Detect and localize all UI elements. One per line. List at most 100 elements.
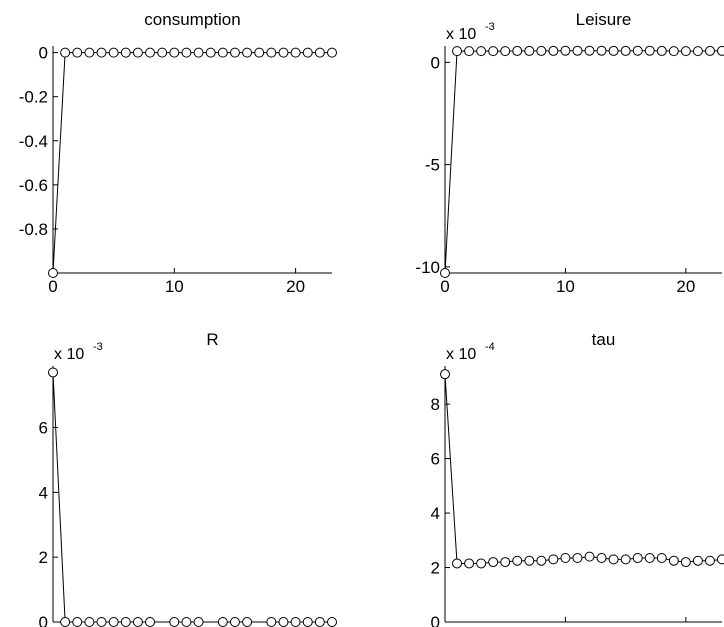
y-tick-label: 0	[431, 613, 440, 627]
data-point	[242, 47, 253, 58]
data-point	[72, 47, 83, 58]
data-point	[84, 617, 95, 627]
data-point	[60, 47, 71, 58]
data-point	[656, 45, 667, 56]
data-point	[668, 555, 679, 566]
data-point	[157, 47, 168, 58]
data-point	[266, 47, 277, 58]
data-point	[452, 558, 463, 569]
data-point	[692, 555, 703, 566]
x-tick-label: 20	[676, 277, 695, 296]
data-point	[717, 45, 724, 56]
y-tick-label: 4	[39, 483, 48, 502]
data-point	[181, 617, 192, 627]
data-point	[560, 553, 571, 563]
y-tick-label: 2	[39, 548, 48, 567]
data-point	[476, 558, 487, 569]
data-point	[278, 47, 289, 58]
data-point	[290, 47, 301, 58]
data-point	[242, 617, 253, 627]
data-point	[464, 558, 475, 569]
x-tick-label: 20	[286, 277, 305, 296]
y-tick-label: 2	[431, 559, 440, 578]
y-tick-label: 0	[39, 44, 48, 63]
y-tick-label: -0.4	[19, 132, 48, 151]
y-tick-label: -0.8	[19, 220, 48, 239]
data-point	[327, 617, 337, 627]
y-tick-label: -10	[415, 258, 440, 277]
axis-multiplier: x 10	[446, 26, 476, 43]
data-point	[440, 369, 450, 380]
data-point	[290, 617, 301, 627]
data-point	[512, 555, 523, 566]
data-point	[584, 45, 595, 56]
data-point	[488, 557, 499, 568]
data-point	[48, 268, 58, 278]
data-point	[96, 47, 107, 58]
data-point	[48, 367, 58, 378]
y-tick-label: -0.6	[19, 176, 48, 195]
data-point	[193, 617, 204, 627]
axis-multiplier-exponent: -4	[485, 341, 495, 353]
x-tick-label: 10	[556, 277, 575, 296]
data-point	[644, 553, 655, 563]
axis-multiplier: x 10	[54, 346, 84, 363]
data-point	[644, 45, 655, 56]
chart-title: R	[206, 330, 218, 349]
y-tick-label: 4	[431, 504, 440, 523]
data-point	[584, 551, 595, 562]
data-point	[302, 47, 313, 58]
series-line	[444, 374, 723, 564]
data-point	[656, 553, 667, 563]
data-point	[548, 554, 559, 565]
data-point	[314, 617, 325, 627]
data-point	[327, 47, 337, 58]
data-point	[668, 46, 679, 57]
y-tick-label: -5	[425, 156, 440, 175]
data-point	[488, 46, 499, 57]
data-point	[620, 45, 631, 56]
data-point	[680, 46, 691, 57]
data-point	[120, 47, 131, 58]
series-line	[52, 372, 332, 623]
data-point	[632, 45, 643, 56]
series-line	[52, 52, 332, 274]
data-point	[464, 46, 475, 57]
data-point	[692, 46, 703, 57]
data-point	[548, 45, 559, 56]
axis-multiplier-exponent: -3	[93, 341, 103, 353]
data-point	[60, 617, 71, 627]
data-point	[596, 553, 607, 563]
series-line	[444, 50, 722, 274]
data-point	[108, 47, 119, 58]
data-point	[217, 617, 228, 627]
data-point	[205, 47, 216, 58]
data-point	[632, 553, 643, 563]
data-point	[193, 47, 204, 58]
data-point	[572, 553, 583, 563]
data-point	[704, 45, 715, 56]
data-point	[96, 617, 107, 627]
data-point	[169, 47, 180, 58]
chart-title: Leisure	[576, 10, 632, 29]
data-point	[229, 47, 240, 58]
chart-title: consumption	[144, 10, 240, 29]
data-point	[608, 554, 619, 565]
data-point	[536, 45, 547, 56]
data-point	[500, 557, 511, 568]
data-point	[717, 554, 724, 565]
y-tick-label: 6	[431, 450, 440, 469]
chart-panel: 0102002468taux 10-4	[431, 330, 724, 627]
data-point	[84, 47, 95, 58]
y-tick-label: 0	[431, 53, 440, 72]
data-point	[608, 45, 619, 56]
y-tick-label: 8	[431, 395, 440, 414]
y-tick-label: 0	[39, 613, 48, 627]
data-point	[278, 617, 289, 627]
chart-title: tau	[592, 330, 616, 349]
x-tick-label: 10	[165, 277, 184, 296]
data-point	[217, 47, 228, 58]
data-point	[108, 617, 119, 627]
data-point	[145, 47, 156, 58]
